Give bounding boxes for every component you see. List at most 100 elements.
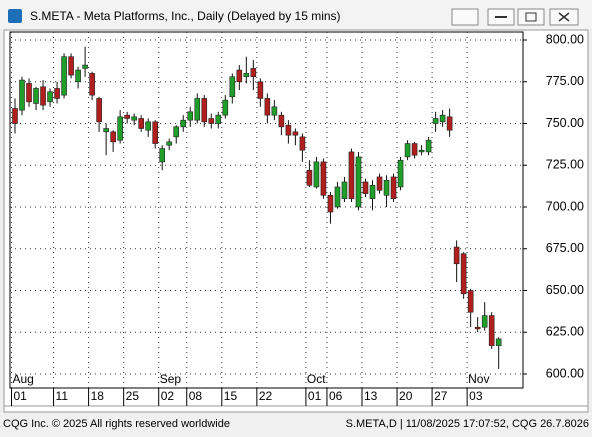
y-tick-label: 650.00 [546, 283, 584, 297]
candle-body [376, 176, 383, 191]
candle-body [166, 141, 173, 146]
candle-body [250, 68, 257, 78]
candle-body [243, 73, 250, 78]
candle-body [215, 114, 222, 124]
candle-body [264, 98, 271, 116]
candle-body [481, 315, 488, 328]
candle-body [40, 86, 46, 106]
link-button[interactable] [451, 8, 479, 26]
candle-body [229, 76, 236, 98]
candle-body [173, 126, 180, 138]
candle-body [47, 91, 53, 103]
month-label: Oct [307, 372, 326, 386]
x-tick-label: 06 [329, 389, 343, 403]
plot-area [9, 31, 524, 389]
candle-body [348, 151, 355, 199]
candle-body [467, 290, 474, 313]
candle-body [180, 119, 187, 128]
candle-body [404, 143, 411, 158]
candle-body [495, 338, 502, 346]
candle-body [355, 156, 362, 208]
y-tick-label: 725.00 [546, 158, 584, 172]
y-tick-label: 675.00 [546, 241, 584, 255]
x-tick-label: 13 [364, 389, 378, 403]
candle-body [145, 121, 151, 131]
candle-body [257, 81, 264, 99]
candle-body [124, 114, 130, 119]
candle-body [397, 159, 404, 188]
candle-body [299, 136, 306, 151]
candle-body [222, 99, 229, 116]
x-tick-label: 20 [399, 389, 413, 403]
candle-body [138, 118, 144, 129]
candle-body [236, 69, 243, 83]
x-tick-label: 25 [126, 389, 140, 403]
x-tick-label: 01 [308, 389, 322, 403]
candle-body [152, 121, 158, 144]
y-tick-label: 775.00 [546, 74, 584, 88]
candle-body [362, 181, 369, 194]
close-icon [558, 12, 570, 22]
candle-body [208, 118, 215, 124]
maximize-button[interactable] [517, 8, 545, 26]
candle-body [453, 246, 460, 265]
candle-body [82, 64, 88, 69]
x-tick-label: 01 [13, 389, 27, 403]
x-tick-label: 02 [161, 389, 175, 403]
candle-body [383, 179, 390, 196]
x-tick-label: 03 [469, 389, 483, 403]
maximize-icon [525, 12, 537, 22]
x-tick-label: 15 [224, 389, 238, 403]
y-tick-label: 800.00 [546, 32, 584, 46]
y-tick-label: 625.00 [546, 325, 584, 339]
candle-body [271, 106, 278, 116]
candle-body [460, 253, 467, 295]
y-tick-label: 600.00 [546, 366, 584, 380]
candle-body [292, 131, 299, 136]
candle-body [33, 88, 39, 104]
x-tick-label: 22 [259, 389, 273, 403]
candle-body [201, 98, 208, 123]
candle-body [369, 184, 376, 199]
candle-body [89, 73, 95, 96]
candle-body [334, 186, 341, 208]
candle-body [474, 326, 481, 330]
candle-body [131, 116, 137, 121]
month-label: Nov [468, 372, 489, 386]
x-tick-label: 27 [434, 389, 448, 403]
candle-body [26, 83, 32, 103]
candle-body [194, 98, 201, 121]
candle-body [418, 149, 425, 153]
candle-body [75, 69, 81, 83]
candle-body [425, 139, 432, 153]
y-tick-label: 700.00 [546, 199, 584, 213]
candle-body [54, 88, 60, 99]
y-tick-label: 750.00 [546, 116, 584, 130]
candle-body [439, 114, 446, 123]
candle-body [68, 56, 74, 76]
candle-body [488, 315, 495, 346]
candle-body [327, 195, 334, 213]
candle-body [320, 161, 327, 196]
candle-body [187, 111, 194, 121]
candle-body [411, 143, 418, 156]
candle-body [12, 108, 18, 124]
app-icon [8, 9, 22, 23]
x-tick-label: 11 [56, 389, 69, 403]
candle-body [278, 114, 285, 128]
window-title: S.META - Meta Platforms, Inc., Daily (De… [30, 9, 341, 23]
candle-body [61, 56, 67, 96]
candle-body [306, 169, 313, 186]
candle-body [341, 181, 348, 199]
candle-body [313, 161, 320, 188]
candle-body [446, 116, 453, 131]
candle-body [110, 131, 116, 143]
candle-body [285, 124, 292, 136]
candle-body [96, 98, 102, 123]
x-tick-label: 18 [91, 389, 105, 403]
candle-body [390, 176, 397, 199]
candle-body [19, 79, 25, 111]
candle-body [103, 128, 109, 133]
